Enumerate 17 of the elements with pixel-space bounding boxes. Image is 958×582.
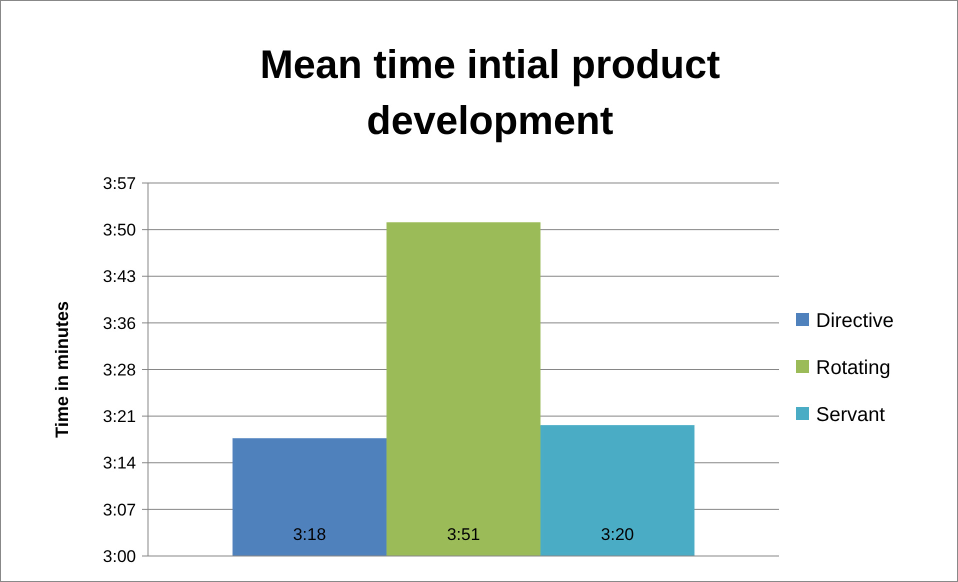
y-tick-label: 3:14 [102, 454, 136, 473]
y-tick-label: 3:28 [102, 360, 136, 380]
y-axis-title: Time in minutes [52, 301, 72, 438]
y-tick-label: 3:00 [102, 546, 136, 566]
y-tick-label: 3:21 [102, 407, 136, 426]
data-label: 3:18 [292, 525, 326, 544]
data-label: 3:51 [446, 525, 480, 544]
y-tick-label: 3:57 [102, 174, 136, 193]
y-tick-label: 3:07 [102, 500, 136, 520]
y-tick-label: 3:36 [102, 314, 136, 333]
legend-label: Servant [816, 404, 886, 426]
data-label: 3:20 [600, 525, 634, 544]
y-tick-label: 3:43 [102, 267, 136, 286]
legend-label: Directive [816, 310, 894, 332]
y-tick-label: 3:50 [102, 220, 136, 240]
legend-label: Rotating [816, 357, 890, 379]
chart-title: Mean time intial product development [260, 43, 720, 143]
